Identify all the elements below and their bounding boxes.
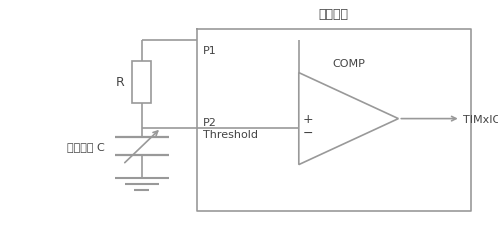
Bar (132, 62, 151, 103)
Text: Threshold: Threshold (203, 129, 257, 139)
Text: 湿敏电容 C: 湿敏电容 C (67, 142, 105, 152)
Text: +: + (303, 113, 313, 126)
Text: P2: P2 (203, 117, 217, 127)
Text: −: − (303, 127, 313, 140)
Text: TIMxIC: TIMxIC (463, 114, 498, 124)
Text: COMP: COMP (332, 59, 365, 69)
Text: R: R (116, 76, 125, 89)
Text: P1: P1 (203, 46, 217, 56)
Text: 微控制器: 微控制器 (319, 8, 349, 21)
